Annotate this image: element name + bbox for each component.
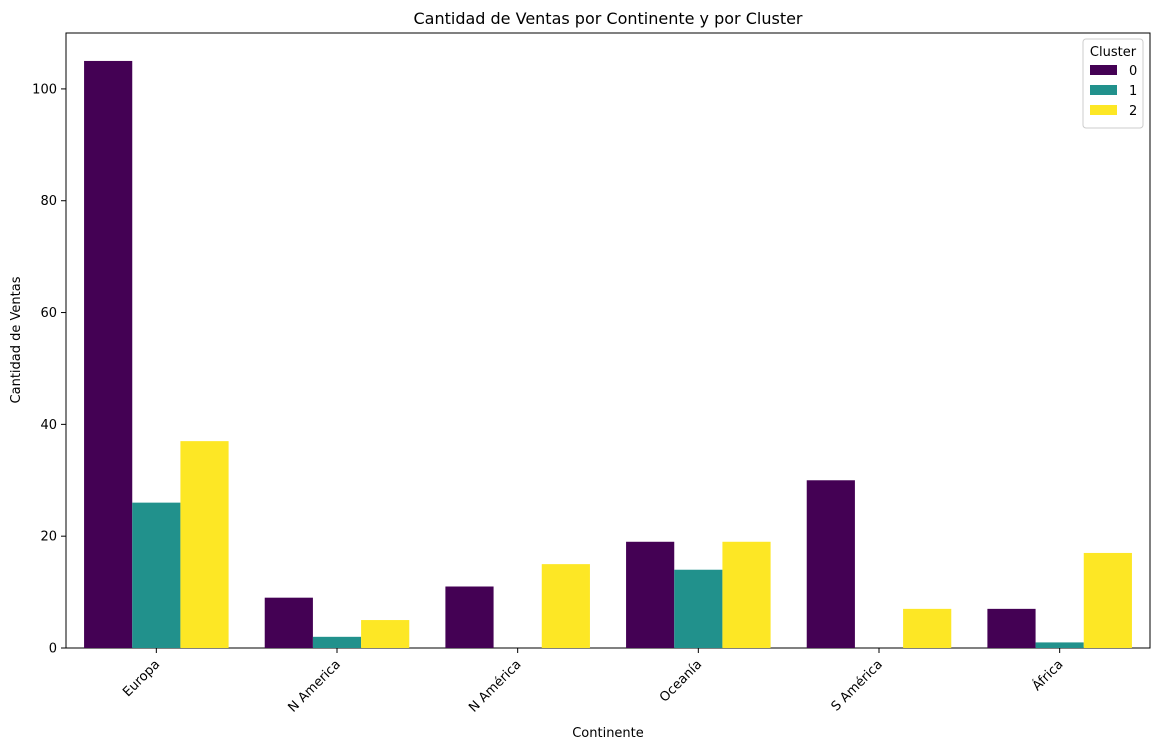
legend: Cluster 0 1 2 bbox=[1082, 38, 1144, 129]
plot-area bbox=[65, 32, 1151, 649]
bar-oceanía-cluster-1 bbox=[674, 569, 723, 648]
bar-n-américa-cluster-2 bbox=[541, 564, 590, 648]
bars-group bbox=[84, 60, 1132, 648]
x-tick-label: Oceanía bbox=[657, 657, 705, 705]
bar-n-america-cluster-0 bbox=[264, 597, 313, 648]
legend-swatch-cluster-2 bbox=[1090, 105, 1117, 115]
bar-n-america-cluster-2 bbox=[361, 620, 410, 648]
bar-n-america-cluster-1 bbox=[312, 636, 362, 648]
bar-europa-cluster-1 bbox=[132, 502, 181, 648]
y-tick-label: 80 bbox=[40, 194, 57, 209]
x-tick-label: N América bbox=[466, 657, 524, 715]
x-axis: Europa N America N América Oceanía S América… bbox=[120, 648, 1066, 716]
y-axis: 0 20 40 60 80 100 bbox=[32, 82, 66, 657]
y-tick-label: 60 bbox=[40, 306, 57, 321]
bar-áfrica-cluster-0 bbox=[987, 608, 1036, 648]
legend-swatch-cluster-1 bbox=[1090, 85, 1117, 95]
bar-s-américa-cluster-0 bbox=[806, 480, 855, 648]
y-tick-label: 100 bbox=[32, 82, 57, 97]
bar-áfrica-cluster-2 bbox=[1083, 552, 1132, 648]
bar-s-américa-cluster-2 bbox=[903, 608, 952, 648]
x-tick-label: Europa bbox=[120, 657, 163, 700]
x-tick-label: S América bbox=[829, 657, 886, 714]
bar-oceanía-cluster-2 bbox=[722, 541, 771, 648]
x-axis-label: Continente bbox=[572, 726, 644, 741]
chart-title: Cantidad de Ventas por Continente y por … bbox=[413, 9, 802, 28]
legend-label-cluster-2: 2 bbox=[1129, 104, 1137, 119]
legend-title: Cluster bbox=[1090, 45, 1137, 60]
y-axis-label: Cantidad de Ventas bbox=[9, 276, 24, 403]
bar-europa-cluster-2 bbox=[180, 441, 229, 648]
legend-label-cluster-1: 1 bbox=[1129, 84, 1137, 99]
bar-europa-cluster-0 bbox=[84, 60, 133, 648]
x-tick-label: África bbox=[1029, 657, 1067, 695]
bar-áfrica-cluster-1 bbox=[1035, 642, 1084, 648]
legend-label-cluster-0: 0 bbox=[1129, 64, 1137, 79]
legend-swatch-cluster-0 bbox=[1090, 65, 1117, 75]
bar-oceanía-cluster-0 bbox=[626, 541, 675, 648]
y-tick-label: 40 bbox=[40, 418, 57, 433]
y-tick-label: 0 bbox=[49, 642, 57, 657]
bar-n-américa-cluster-0 bbox=[445, 586, 494, 648]
x-tick-label: N America bbox=[286, 657, 344, 715]
y-tick-label: 20 bbox=[40, 530, 57, 545]
